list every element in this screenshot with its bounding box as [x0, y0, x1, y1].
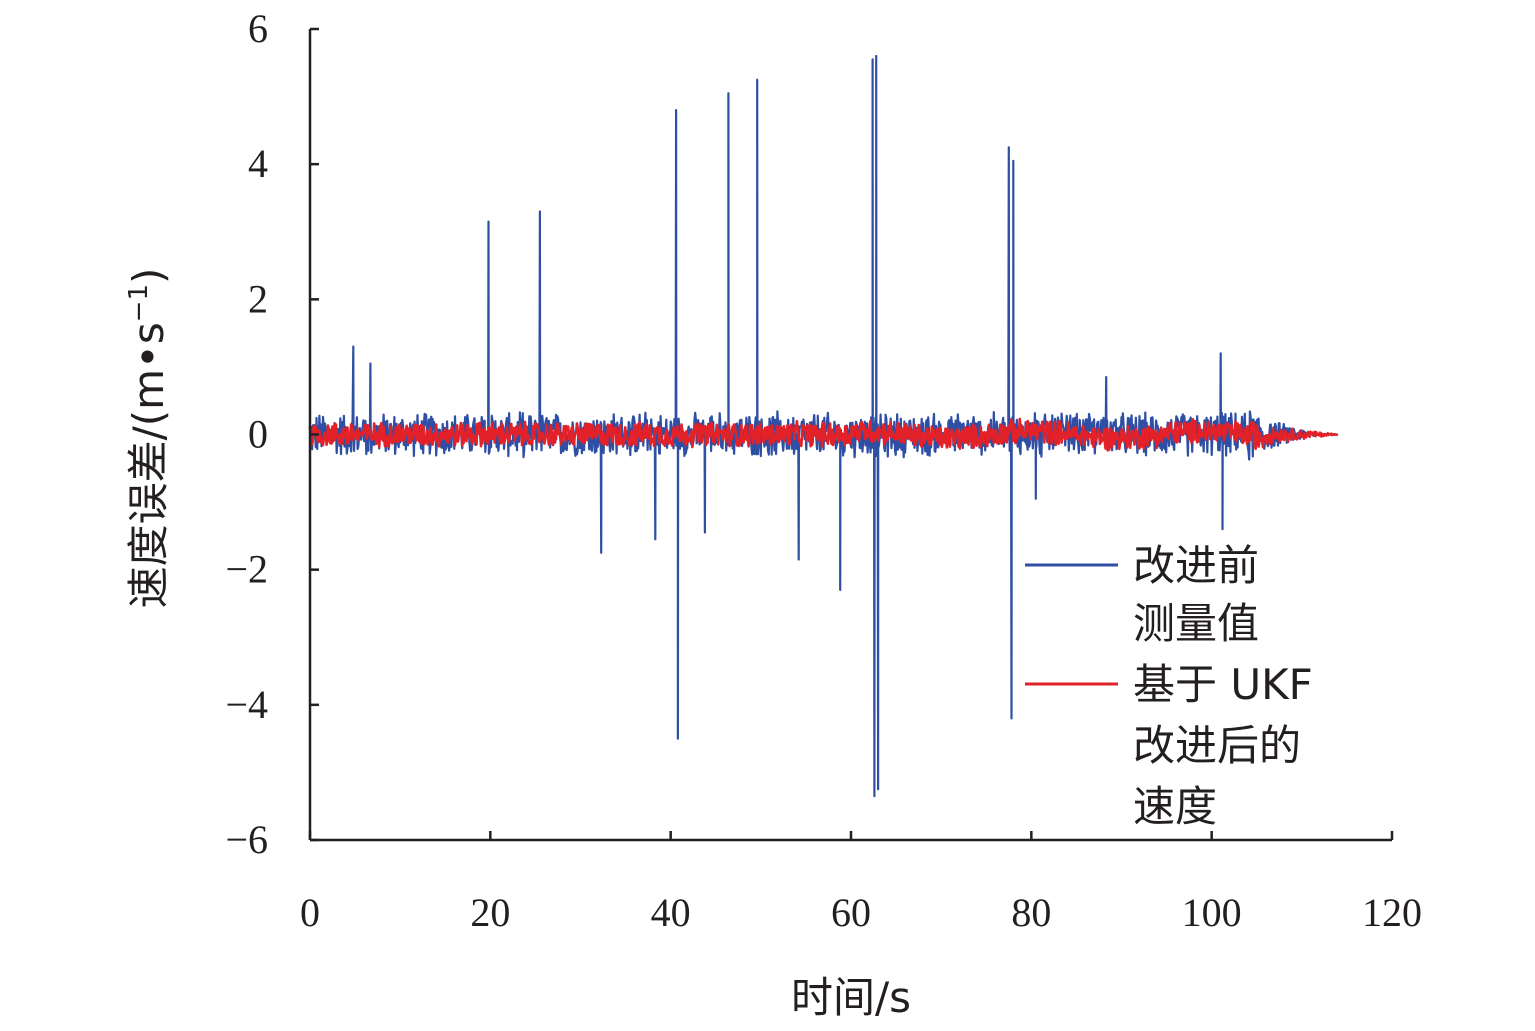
y-tick-label: 2: [248, 276, 268, 321]
series-line-ukf-improved: [308, 417, 1339, 452]
x-tick-label: 0: [300, 890, 320, 935]
plot-series: [308, 54, 1339, 798]
y-tick-label: −6: [225, 817, 268, 862]
y-tick-label: −4: [225, 682, 268, 727]
x-tick-label: 80: [1011, 890, 1051, 935]
y-tick-label: 4: [248, 141, 268, 186]
y-ticks: 6 4 2 0 −2 −4 −6: [225, 6, 319, 862]
x-tick-label: 40: [651, 890, 691, 935]
y-axis-label: 速度误差/(m•s−1): [124, 268, 173, 609]
y-tick-label: 6: [248, 6, 268, 51]
legend-label-red-line3: 速度: [1133, 782, 1217, 831]
x-tick-label: 60: [831, 890, 871, 935]
y-axis-label-superscript: −1: [124, 284, 154, 322]
x-axis-label: 时间/s: [791, 973, 911, 1022]
legend-label-blue-line2: 测量值: [1133, 599, 1259, 648]
y-tick-label: −2: [225, 547, 268, 592]
x-tick-label: 100: [1182, 890, 1242, 935]
legend-label-red-line2: 改进后的: [1133, 721, 1301, 770]
x-tick-label: 120: [1362, 890, 1422, 935]
legend-label-blue-line1: 改进前: [1133, 541, 1259, 590]
legend: 改进前 测量值 基于 UKF 改进后的 速度: [1025, 541, 1313, 831]
y-axis-label-close: ): [124, 268, 173, 284]
y-axis-label-main: 速度误差/(m•s: [124, 322, 173, 608]
y-tick-label: 0: [248, 412, 268, 457]
legend-label-red-line1: 基于 UKF: [1133, 660, 1313, 709]
x-ticks: 0 20 40 60 80 100 120: [300, 831, 1422, 935]
x-tick-label: 20: [470, 890, 510, 935]
